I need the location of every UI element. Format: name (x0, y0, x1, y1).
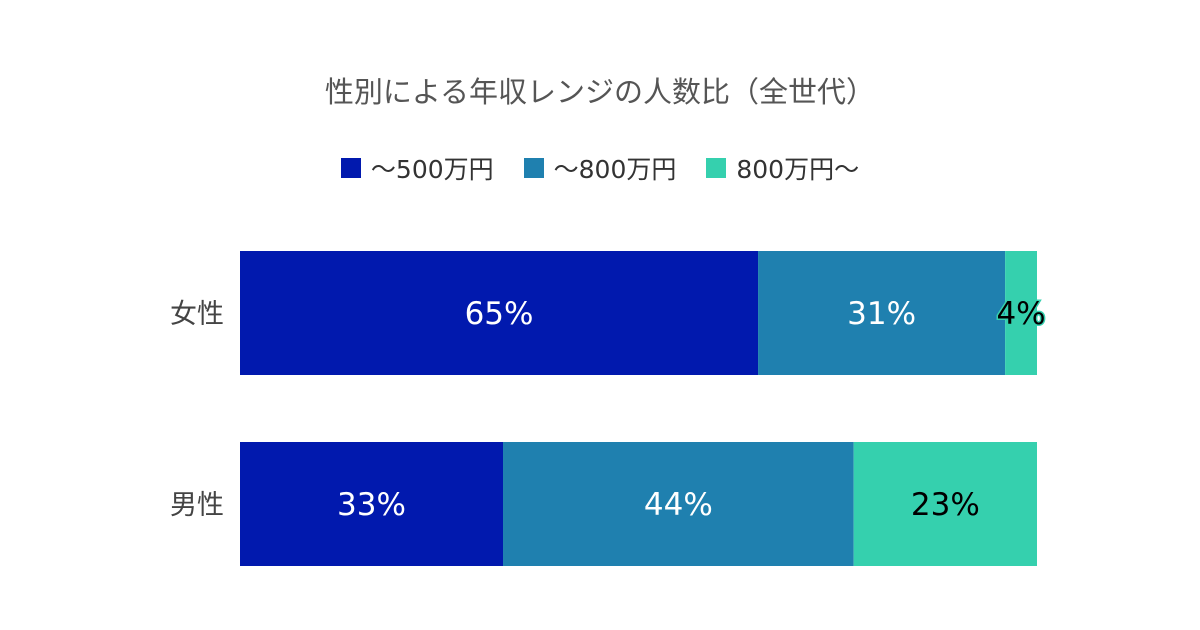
bar-segment (503, 442, 854, 566)
legend: ～500万円 ～800万円 800万円～ (0, 150, 1200, 186)
legend-label: 800万円～ (736, 155, 860, 184)
legend-item-over-800: 800万円～ (706, 150, 859, 186)
bar-segment (853, 442, 1037, 566)
legend-swatch (340, 158, 361, 178)
legend-item-under-800: ～800万円 (523, 150, 677, 186)
data-label: 31% (847, 296, 916, 332)
category-label: 男性 (170, 490, 224, 521)
bar-segment (240, 442, 504, 566)
data-label: 33% (337, 487, 406, 523)
data-label: 23% (911, 487, 980, 523)
legend-item-under-500: ～500万円 (340, 150, 494, 186)
legend-label: ～800万円 (553, 155, 677, 184)
legend-label: ～500万円 (370, 155, 494, 184)
category-label: 女性 (170, 299, 224, 330)
data-label: 4% (996, 296, 1045, 332)
bar-segment (758, 251, 1006, 375)
bar-segment (240, 251, 759, 375)
legend-swatch (523, 158, 544, 178)
legend-swatch (706, 158, 727, 178)
bar-segment (1005, 251, 1037, 375)
chart-title: 性別による年収レンジの人数比（全世代） (324, 75, 876, 109)
data-label: 65% (465, 296, 534, 332)
data-label: 44% (644, 487, 713, 523)
